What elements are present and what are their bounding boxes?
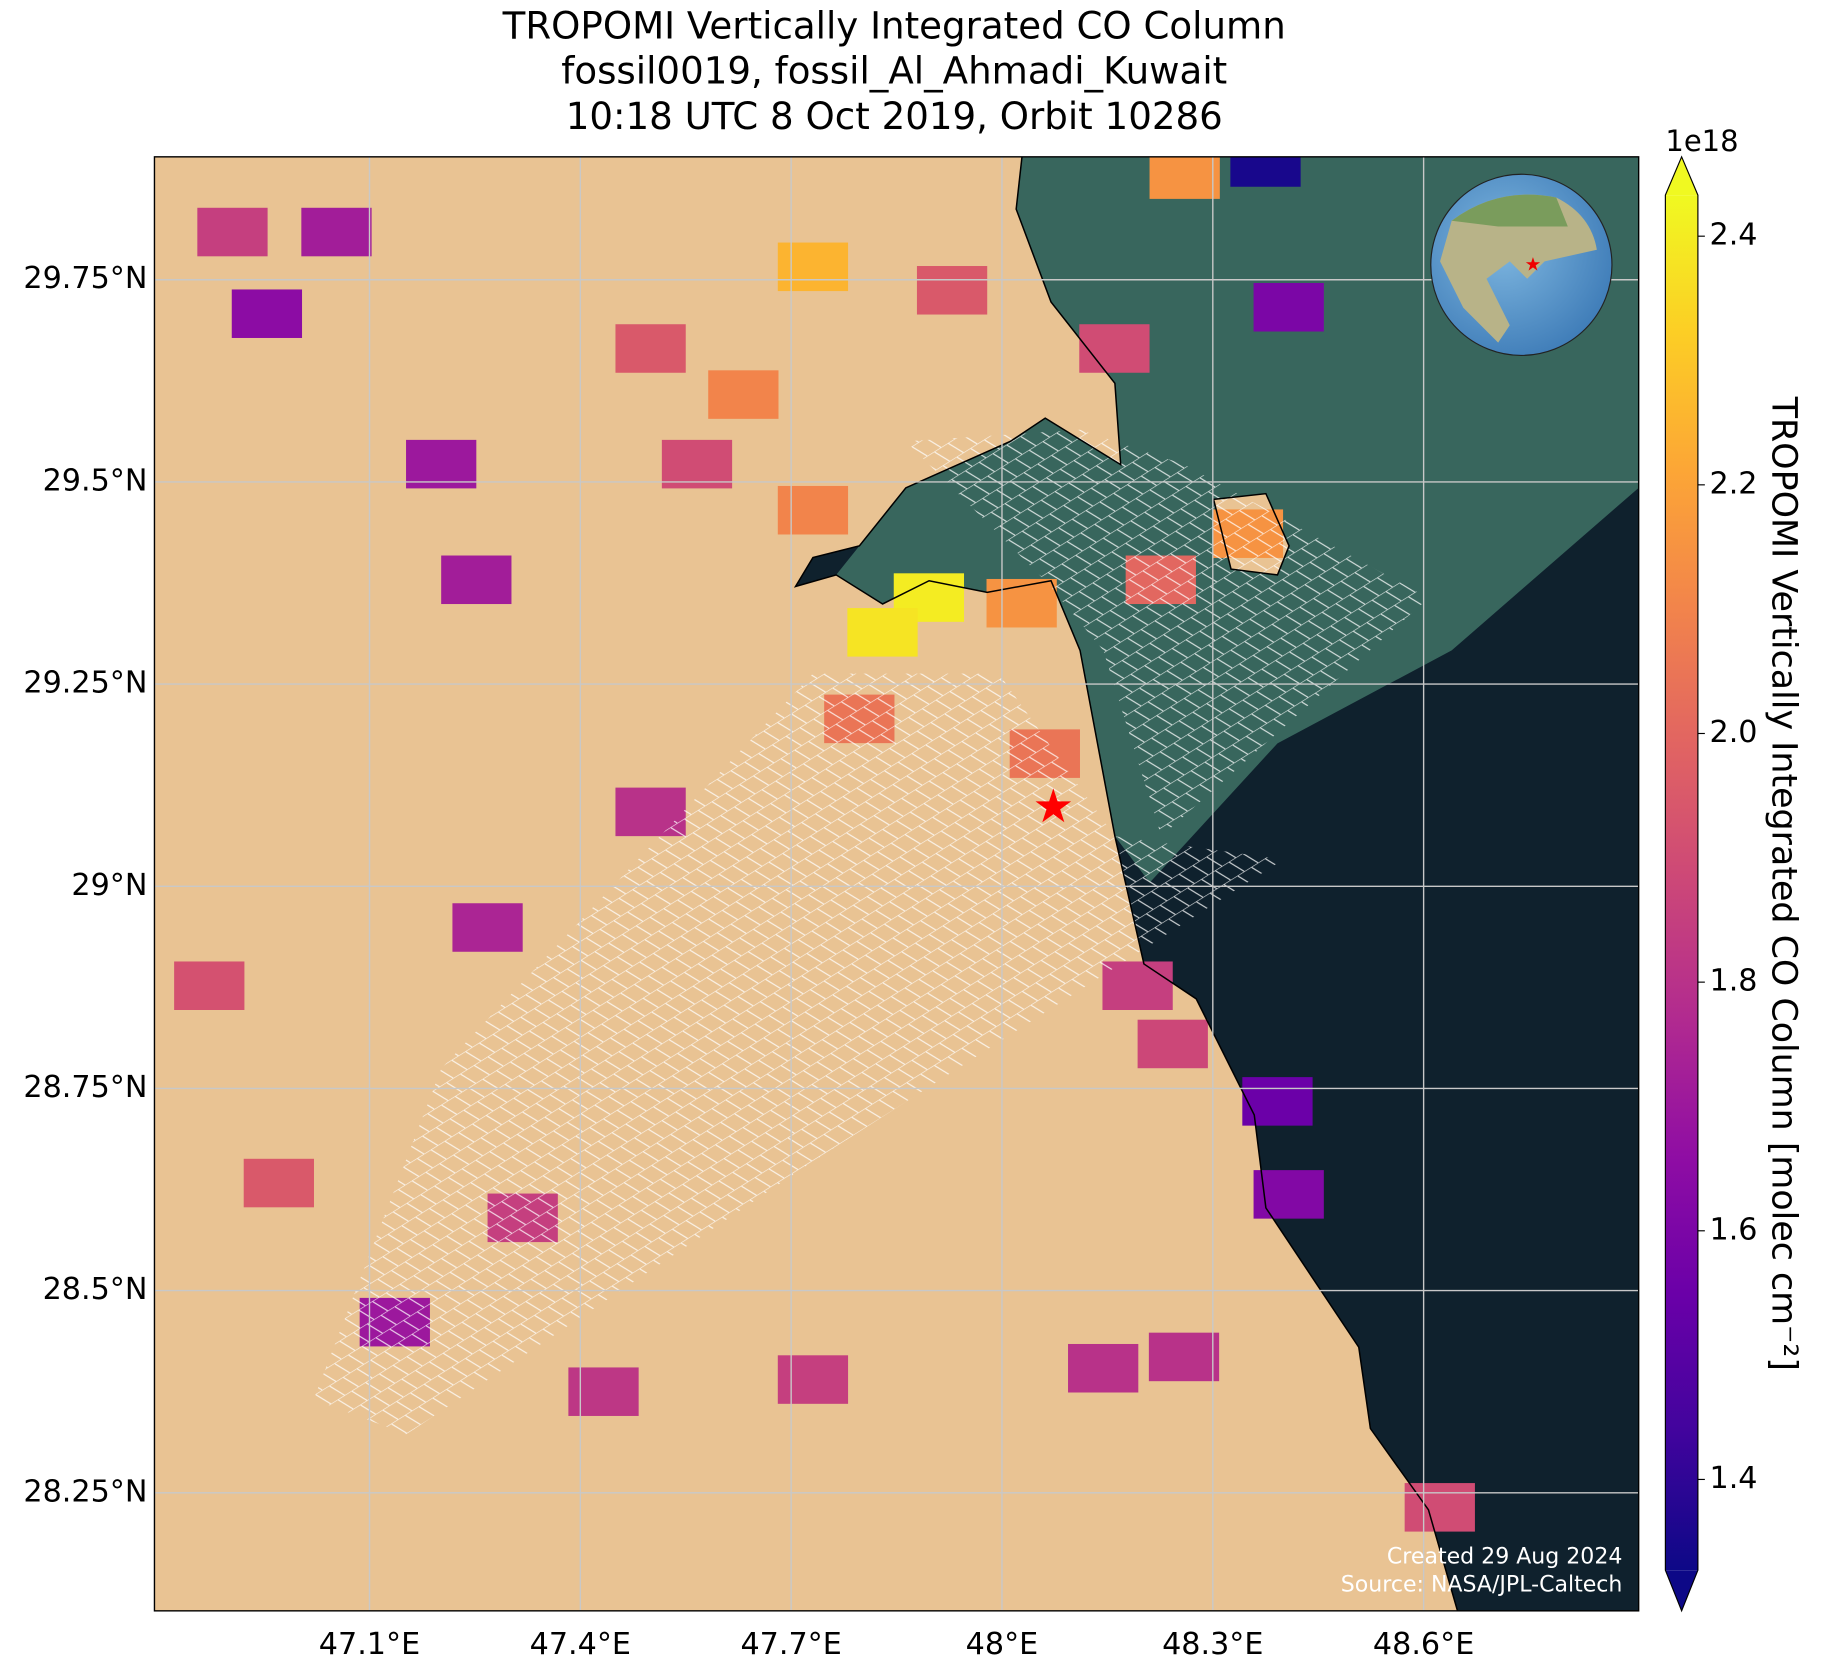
co-pixel [1404,1483,1475,1532]
colorbar-tick-label: 2.4 [1710,218,1758,253]
co-pixel [231,289,303,338]
x-tick-label: 48°E [966,1627,1039,1662]
x-tick-label: 48.6°E [1373,1627,1474,1662]
co-pixel [1230,156,1301,187]
co-pixel [568,1367,639,1416]
mesh-overlay [313,429,1429,1435]
colorbar-exponent: 1e18 [1665,124,1738,158]
co-pixel [777,242,849,292]
co-pixel [1242,1077,1313,1126]
site-marker: ★ [1032,779,1074,833]
site-marker-inset: ★ [1525,254,1542,275]
co-pixel [197,207,268,257]
colorbar-tick-label: 1.4 [1710,1461,1758,1496]
co-pixel [406,439,477,489]
coastline [793,156,1459,1611]
co-pixel [243,1158,314,1208]
colorbar-tick-label: 2.2 [1710,466,1758,501]
co-pixel [1137,1019,1208,1069]
co-pixel [1149,156,1220,199]
footprint-mesh [905,429,1429,837]
co-pixel [1253,1170,1324,1219]
coast-line [1212,492,1290,576]
colorbar-tick-label: 1.6 [1710,1212,1758,1247]
y-tick-label: 29.75°N [23,261,147,296]
x-tick-label: 47.1°E [319,1627,420,1662]
y-tick-label: 29.5°N [43,463,148,498]
coast-line [793,156,1459,1611]
title: fossil0019, fossil_Al_Ahmadi_Kuwait [561,50,1227,93]
co-pixel [777,485,849,535]
co-pixel [1102,961,1173,1010]
co-pixel [986,578,1057,628]
y-tick-label: 28.25°N [23,1474,147,1509]
annotations: ★ [1032,779,1074,833]
colorbar-extend-top [1665,156,1698,196]
y-tick-label: 29°N [71,868,147,903]
co-pixel [301,207,372,257]
y-tick-label: 28.75°N [23,1070,147,1105]
land [1440,194,1597,343]
credit: Source: NASA/JPL-Caltech [1341,1572,1623,1597]
colorbar [1665,195,1698,1571]
x-tick-label: 47.4°E [530,1627,631,1662]
map-frame [153,156,1640,1612]
colorbar-tick-label: 1.8 [1710,964,1758,999]
co-pixel [847,608,918,657]
y-tick-label: 29.25°N [23,666,147,701]
co-pixel [615,324,686,373]
colorbar-extend-bottom [1665,1570,1698,1611]
footprint-mesh [313,673,1284,1435]
co-pixel [1253,282,1324,332]
credit: Created 29 Aug 2024 [1387,1544,1623,1569]
co-pixel [1148,1332,1220,1382]
globe-inset: ★ [1430,173,1613,357]
co-pixel [708,370,779,419]
co-pixel [452,903,523,952]
co-pixel [1079,324,1150,373]
colorbar-frame [1664,155,1699,1613]
colorbar-label: TROPOMI Vertically Integrated CO Column … [1764,396,1804,1371]
co-pixel [916,266,988,315]
title: 10:18 UTC 8 Oct 2019, Orbit 10286 [566,95,1223,138]
title: TROPOMI Vertically Integrated CO Column [502,4,1286,47]
co-pixel [661,439,733,489]
y-tick-label: 28.5°N [43,1272,148,1307]
co-pixel [174,961,245,1010]
co-pixel [1068,1343,1139,1393]
x-tick-label: 47.7°E [740,1627,841,1662]
co-pixel [441,555,512,605]
grid [154,156,1639,1611]
colorbar-tick-label: 2.0 [1710,715,1758,750]
x-tick-label: 48.3°E [1162,1627,1263,1662]
co-pixel [777,1355,849,1404]
land [1451,194,1568,227]
